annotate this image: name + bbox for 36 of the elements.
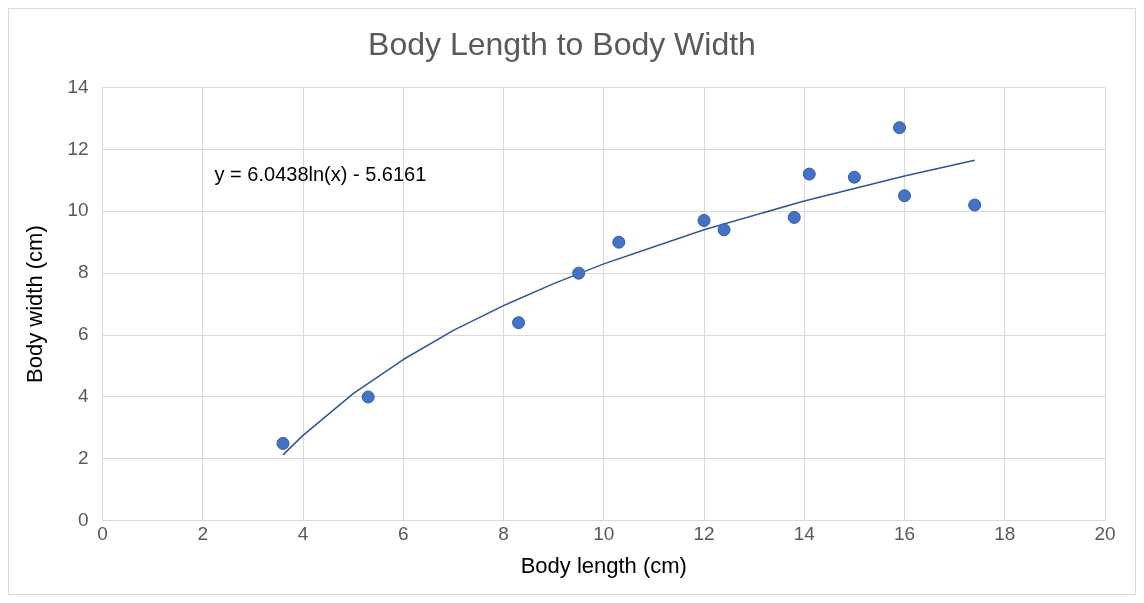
x-tick-label: 6 [397,523,409,545]
point [697,214,711,228]
y-tick-label: 12 [67,137,89,159]
point [787,210,801,224]
y-tick-label: 8 [77,261,89,283]
point [802,167,816,181]
y-tick-label: 10 [67,199,89,221]
x-tick-label: 20 [1094,523,1116,545]
point [717,223,731,237]
y-tick-label: 2 [77,447,89,469]
point [361,390,375,404]
point [572,266,586,280]
x-tick-label: 12 [693,523,715,545]
x-tick-label: 4 [297,523,309,545]
annotation: y = 6.0438ln(x) - 5.6161 [214,162,427,185]
y-tick-label: 14 [67,75,89,97]
x-tick-label: 18 [994,523,1016,545]
x-tick-label: 2 [197,523,209,545]
point [276,436,290,450]
point [898,189,912,203]
y-tick-label: 4 [77,385,89,407]
x-tick-label: 14 [793,523,816,545]
x-tick-label: 10 [593,523,615,545]
y-tick-label: 0 [77,509,89,531]
point [968,198,982,212]
chart-title: Body Length to Body Width [368,26,756,63]
y-tick-label: 6 [77,323,89,345]
y-axis-title: Body width (cm) [22,225,48,383]
x-tick-label: 0 [97,523,108,545]
point [892,121,906,135]
point [612,235,626,249]
x-axis-title: Body length (cm) [520,552,687,578]
x-tick-label: 16 [893,523,916,545]
point [847,170,861,184]
x-tick-label: 8 [498,523,509,545]
point [512,316,526,330]
